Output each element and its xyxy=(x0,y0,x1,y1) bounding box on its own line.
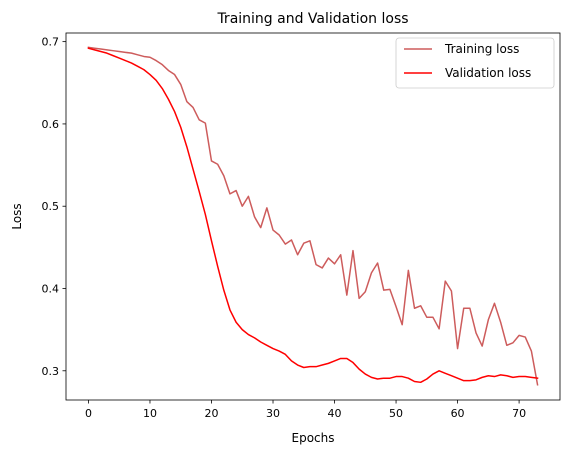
y-tick-label: 0.6 xyxy=(42,118,60,131)
y-tick-label: 0.4 xyxy=(42,283,60,296)
x-tick-label: 40 xyxy=(328,407,342,420)
y-axis: 0.3 0.4 0.5 0.6 0.7 xyxy=(42,36,66,378)
x-tick-label: 0 xyxy=(85,407,92,420)
x-tick-label: 30 xyxy=(266,407,280,420)
series-line-training-loss xyxy=(87,46,539,386)
x-axis: 0 10 20 30 40 50 60 70 xyxy=(85,400,526,420)
x-tick-label: 10 xyxy=(143,407,157,420)
x-tick-label: 20 xyxy=(204,407,218,420)
legend-label-validation: Validation loss xyxy=(445,66,531,80)
y-tick-label: 0.3 xyxy=(42,365,60,378)
plot-background xyxy=(66,33,560,400)
plot-frame xyxy=(65,32,561,401)
legend-label-training: Training loss xyxy=(444,42,519,56)
legend: Training loss Validation loss xyxy=(395,37,555,89)
x-tick-label: 50 xyxy=(389,407,403,420)
y-tick-label: 0.7 xyxy=(42,36,60,49)
legend-box xyxy=(395,37,555,89)
x-tick-label: 60 xyxy=(451,407,465,420)
y-tick-label: 0.5 xyxy=(42,200,60,213)
series-layer xyxy=(87,46,539,386)
chart-title: Training and Validation loss xyxy=(216,11,408,27)
x-axis-label: Epochs xyxy=(292,431,335,445)
x-tick-label: 70 xyxy=(512,407,526,420)
y-axis-label: Loss xyxy=(10,203,24,229)
series-line-validation-loss xyxy=(87,47,539,384)
